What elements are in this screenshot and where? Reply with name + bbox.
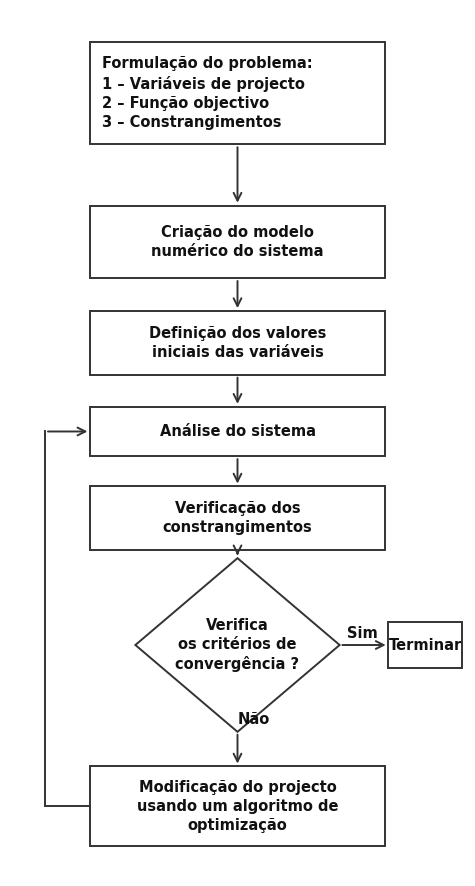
FancyBboxPatch shape [389, 622, 462, 668]
FancyBboxPatch shape [90, 408, 385, 456]
FancyBboxPatch shape [90, 43, 385, 144]
Text: Terminar: Terminar [389, 638, 462, 652]
Text: Definição dos valores
iniciais das variáveis: Definição dos valores iniciais das variá… [149, 326, 326, 360]
FancyBboxPatch shape [90, 206, 385, 278]
Text: Análise do sistema: Análise do sistema [160, 424, 315, 439]
Text: Não: Não [238, 712, 270, 727]
Text: Verifica
os critérios de
convergência ?: Verifica os critérios de convergência ? [175, 618, 300, 672]
Text: Modificação do projecto
usando um algoritmo de
optimização: Modificação do projecto usando um algori… [137, 780, 338, 833]
Polygon shape [135, 558, 340, 732]
Text: Formulação do problema:
1 – Variáveis de projecto
2 – Função objectivo
3 – Const: Formulação do problema: 1 – Variáveis de… [102, 56, 313, 130]
Text: Criação do modelo
numérico do sistema: Criação do modelo numérico do sistema [151, 225, 324, 259]
FancyBboxPatch shape [90, 766, 385, 846]
FancyBboxPatch shape [90, 486, 385, 550]
Text: Sim: Sim [347, 626, 377, 641]
Text: Verificação dos
constrangimentos: Verificação dos constrangimentos [162, 501, 313, 535]
FancyBboxPatch shape [90, 311, 385, 375]
